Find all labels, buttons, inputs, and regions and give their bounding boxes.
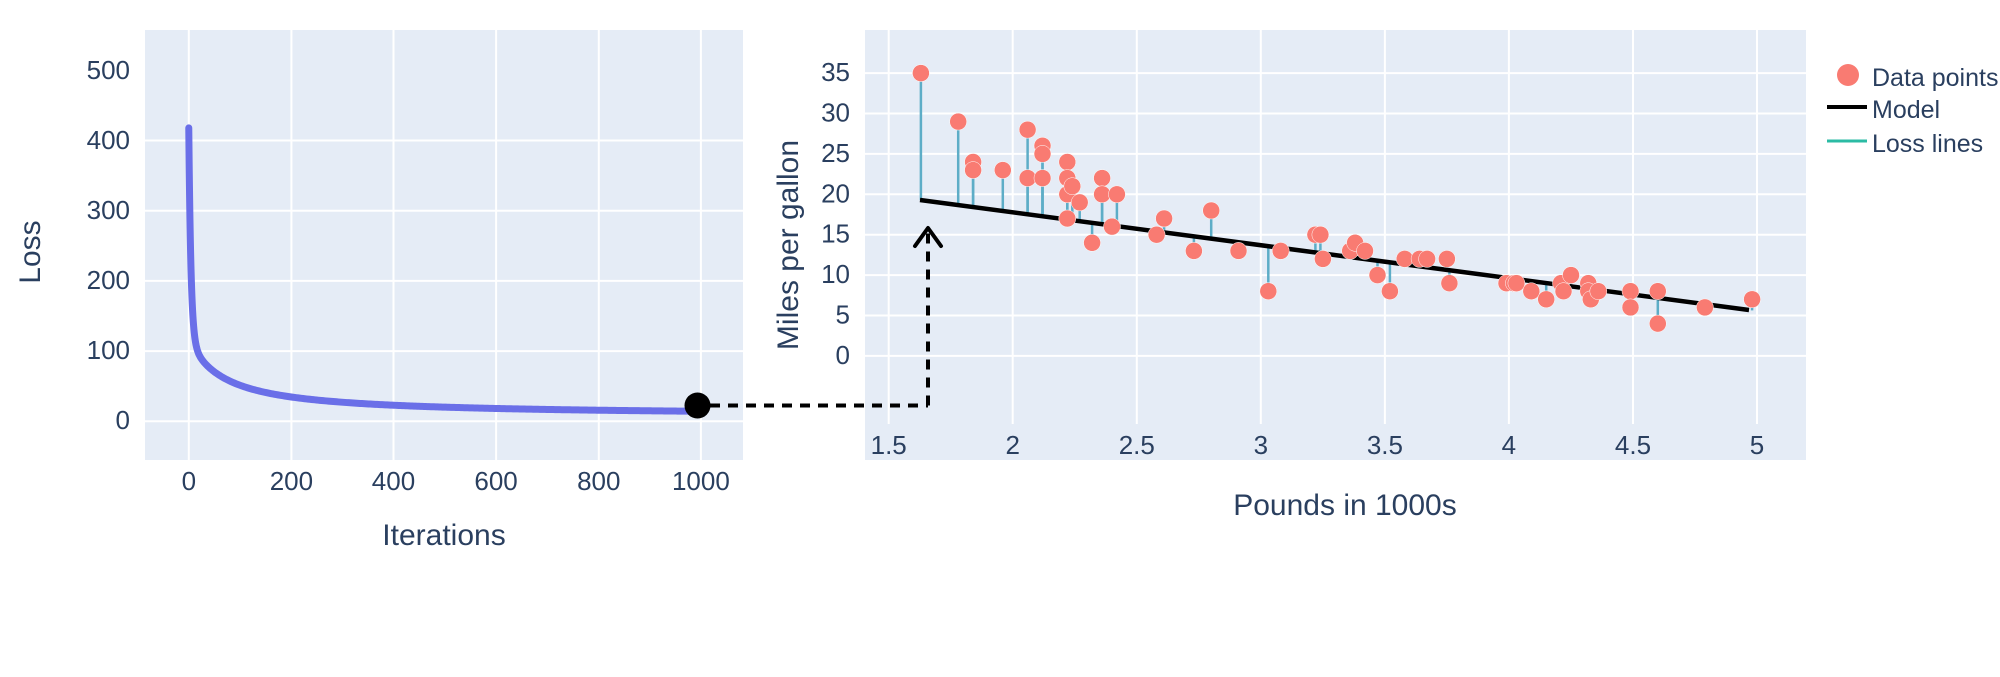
svg-text:20: 20 bbox=[821, 178, 850, 208]
svg-text:Loss lines: Loss lines bbox=[1872, 130, 1983, 158]
svg-text:1000: 1000 bbox=[672, 466, 730, 496]
svg-text:100: 100 bbox=[87, 335, 130, 365]
svg-text:25: 25 bbox=[821, 138, 850, 168]
svg-text:600: 600 bbox=[474, 466, 517, 496]
svg-text:300: 300 bbox=[87, 195, 130, 225]
svg-text:Data points: Data points bbox=[1872, 64, 1998, 92]
svg-text:Loss: Loss bbox=[14, 220, 47, 283]
svg-text:3.5: 3.5 bbox=[1367, 430, 1403, 460]
svg-text:0: 0 bbox=[182, 466, 196, 496]
svg-text:200: 200 bbox=[270, 466, 313, 496]
svg-text:30: 30 bbox=[821, 98, 850, 128]
svg-text:1.5: 1.5 bbox=[871, 430, 907, 460]
svg-text:Iterations: Iterations bbox=[382, 519, 505, 552]
svg-text:4.5: 4.5 bbox=[1615, 430, 1651, 460]
svg-text:Miles per gallon: Miles per gallon bbox=[772, 140, 805, 350]
svg-text:10: 10 bbox=[821, 259, 850, 289]
svg-text:0: 0 bbox=[116, 405, 130, 435]
svg-text:Model: Model bbox=[1872, 96, 1940, 124]
svg-text:800: 800 bbox=[577, 466, 620, 496]
svg-text:400: 400 bbox=[372, 466, 415, 496]
svg-text:4: 4 bbox=[1502, 430, 1516, 460]
svg-text:5: 5 bbox=[1750, 430, 1764, 460]
svg-text:500: 500 bbox=[87, 55, 130, 85]
svg-text:2.5: 2.5 bbox=[1119, 430, 1155, 460]
svg-text:Pounds in 1000s: Pounds in 1000s bbox=[1233, 489, 1457, 522]
svg-text:200: 200 bbox=[87, 265, 130, 295]
svg-text:3: 3 bbox=[1254, 430, 1268, 460]
svg-text:15: 15 bbox=[821, 219, 850, 249]
svg-text:5: 5 bbox=[836, 300, 850, 330]
svg-text:400: 400 bbox=[87, 125, 130, 155]
svg-text:35: 35 bbox=[821, 57, 850, 87]
svg-text:0: 0 bbox=[836, 340, 850, 370]
svg-text:2: 2 bbox=[1005, 430, 1019, 460]
